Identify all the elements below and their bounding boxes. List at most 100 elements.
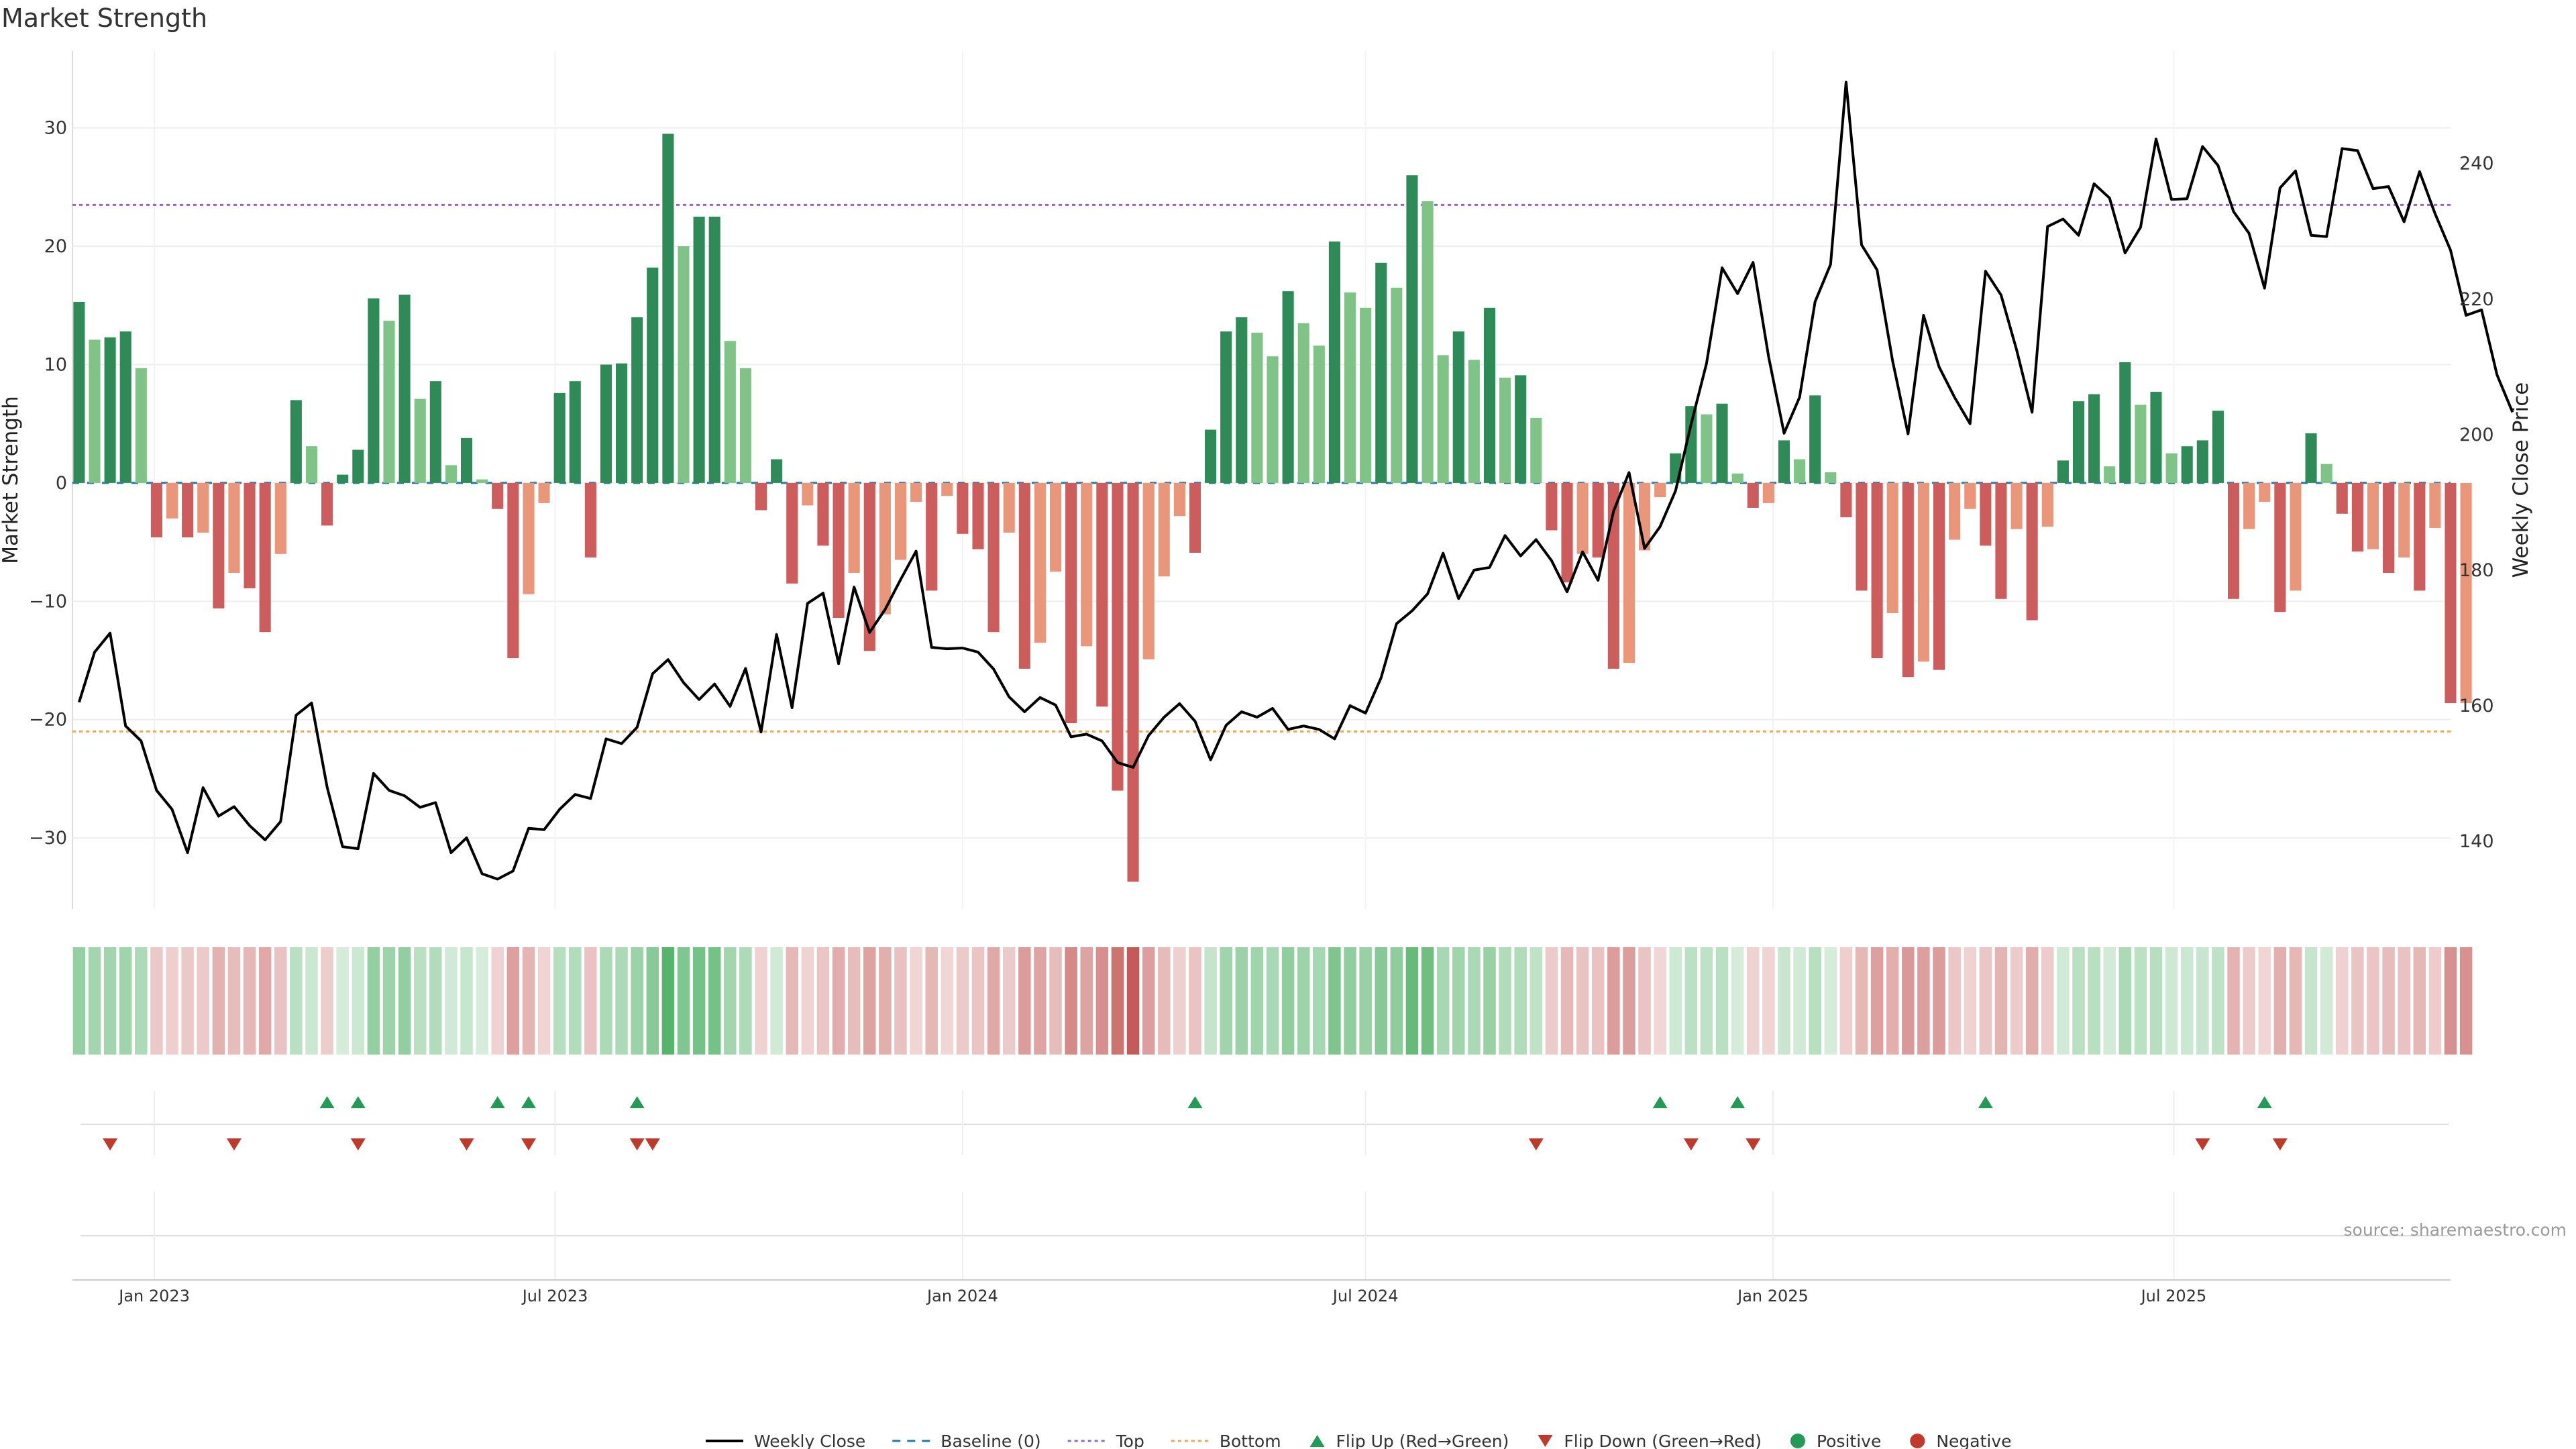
heat-cell xyxy=(103,947,117,1055)
heat-cell xyxy=(646,947,659,1055)
heat-cell xyxy=(801,947,814,1055)
heat-cell xyxy=(2196,947,2209,1055)
strength-bar xyxy=(2383,482,2395,573)
heat-cell xyxy=(1049,947,1062,1055)
heat-cell xyxy=(1359,947,1372,1055)
heat-cell xyxy=(537,947,551,1055)
heat-cell xyxy=(1189,947,1201,1055)
heat-cell xyxy=(1824,947,1837,1055)
flip-down-marker xyxy=(2272,1138,2288,1150)
heat-cell xyxy=(243,947,256,1055)
x-tick-label: Jul 2023 xyxy=(521,1287,588,1305)
y2-tick-label: 200 xyxy=(2459,425,2494,445)
heat-cell xyxy=(1390,947,1403,1055)
heat-cell xyxy=(2180,947,2194,1055)
strength-bar xyxy=(1623,482,1635,663)
strength-bar xyxy=(182,482,194,538)
circle-icon xyxy=(1910,1434,1925,1448)
strength-bar xyxy=(1375,262,1387,483)
heat-cell xyxy=(2258,947,2271,1055)
strength-bar xyxy=(1561,482,1573,583)
heat-cell xyxy=(1328,947,1341,1055)
strength-bar xyxy=(2336,482,2348,514)
strength-bar xyxy=(2305,433,2317,483)
strength-bar xyxy=(1360,307,1372,483)
heat-cell xyxy=(863,947,876,1055)
heat-cell xyxy=(1529,947,1543,1055)
heat-cell xyxy=(2103,947,2116,1055)
triangle-up-icon xyxy=(1309,1435,1325,1447)
heat-cell xyxy=(429,947,442,1055)
heat-cell xyxy=(1839,947,1853,1055)
heat-cell xyxy=(925,947,938,1055)
strength-bar xyxy=(2196,440,2208,483)
x-tick-label: Jan 2025 xyxy=(1736,1287,1809,1305)
strength-bar xyxy=(2290,482,2302,591)
heat-cell xyxy=(413,947,427,1055)
strength-bar xyxy=(786,482,798,584)
strength-bar xyxy=(1483,307,1496,483)
strength-bar xyxy=(941,482,953,496)
legend-item: Negative xyxy=(1910,1432,2012,1449)
heat-cell xyxy=(971,947,985,1055)
heat-cell xyxy=(1375,947,1387,1055)
strength-bar xyxy=(1421,201,1434,483)
heat-cell xyxy=(2273,947,2287,1055)
strength-bar xyxy=(1236,317,1248,483)
x-tick-label: Jan 2023 xyxy=(117,1287,190,1305)
strength-bar xyxy=(476,479,488,483)
strength-bar xyxy=(1437,355,1449,483)
heat-cell xyxy=(1700,947,1713,1055)
heat-cell xyxy=(1158,947,1171,1055)
strength-bar xyxy=(1716,403,1728,483)
heat-cell xyxy=(2382,947,2395,1055)
strength-bar xyxy=(352,449,364,483)
strength-bar xyxy=(290,400,302,483)
legend-label: Flip Down (Green→Red) xyxy=(1564,1432,1762,1449)
strength-bar xyxy=(1856,482,1868,591)
strength-bar xyxy=(1654,482,1666,498)
strength-bar xyxy=(1313,345,1325,483)
flip-down-marker xyxy=(1746,1138,1761,1150)
chart-title: Market Strength xyxy=(1,3,207,33)
heat-cell xyxy=(1809,947,1821,1055)
flip-down-marker xyxy=(350,1138,366,1150)
heat-cell xyxy=(1405,947,1419,1055)
legend-label: Bottom xyxy=(1220,1432,1281,1449)
strength-bar xyxy=(739,368,751,483)
heat-cell xyxy=(1034,947,1046,1055)
strength-bar xyxy=(414,398,426,483)
legend-label: Positive xyxy=(1817,1432,1881,1449)
legend-item: Baseline (0) xyxy=(892,1432,1041,1449)
strength-bar xyxy=(398,294,411,483)
strength-bar xyxy=(244,482,256,588)
strength-bar xyxy=(2135,405,2147,483)
strength-bar xyxy=(1499,377,1511,483)
heat-cell xyxy=(2010,947,2023,1055)
strength-bar xyxy=(1468,360,1480,483)
strength-bar xyxy=(1189,482,1201,553)
y2-tick-label: 220 xyxy=(2459,289,2494,310)
flip-down-marker xyxy=(521,1138,536,1150)
strength-bar xyxy=(1871,482,1883,659)
strength-bar xyxy=(166,482,178,519)
strength-bar xyxy=(708,216,720,483)
y2-tick-label: 180 xyxy=(2459,560,2494,581)
heat-cell xyxy=(2459,947,2473,1055)
strength-bar xyxy=(1902,482,1914,678)
heat-cell xyxy=(2336,947,2349,1055)
strength-bar xyxy=(1576,482,1589,554)
legend-label: Flip Up (Red→Green) xyxy=(1336,1432,1509,1449)
strength-bar xyxy=(1344,292,1356,483)
strength-bar xyxy=(150,482,162,538)
heat-cell xyxy=(367,947,380,1055)
flip-down-marker xyxy=(103,1138,118,1150)
heat-cell xyxy=(1344,947,1356,1055)
strength-bar xyxy=(972,482,984,549)
flip-up-marker xyxy=(521,1096,536,1108)
strength-bar xyxy=(724,341,736,483)
heat-cell xyxy=(692,947,706,1055)
strength-bar xyxy=(1297,323,1309,483)
heat-cell xyxy=(1654,947,1666,1055)
strength-bar xyxy=(2274,482,2286,612)
